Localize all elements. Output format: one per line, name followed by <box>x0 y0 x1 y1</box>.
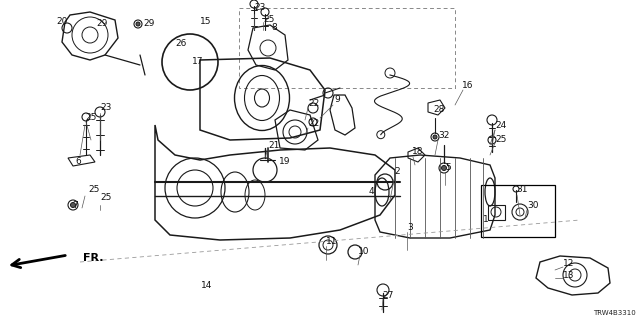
Text: 11: 11 <box>326 236 337 245</box>
Text: 6: 6 <box>75 156 81 165</box>
Text: 25: 25 <box>100 194 111 203</box>
Text: 7: 7 <box>72 201 77 210</box>
Text: TRW4B3310: TRW4B3310 <box>593 310 636 316</box>
Text: 15: 15 <box>200 17 211 26</box>
Text: 25: 25 <box>85 114 97 123</box>
Circle shape <box>433 135 437 139</box>
Text: 25: 25 <box>495 134 506 143</box>
Text: 9: 9 <box>334 95 340 105</box>
Text: 12: 12 <box>563 259 574 268</box>
Text: 16: 16 <box>462 82 474 91</box>
Text: 28: 28 <box>433 106 444 115</box>
Text: 8: 8 <box>271 23 276 33</box>
Text: 25: 25 <box>88 186 99 195</box>
Text: 30: 30 <box>527 201 538 210</box>
Circle shape <box>442 165 447 171</box>
Text: 32: 32 <box>438 131 449 140</box>
Text: 20: 20 <box>56 18 67 27</box>
Text: 4: 4 <box>369 187 374 196</box>
Text: 24: 24 <box>495 121 506 130</box>
Text: 25: 25 <box>263 14 275 23</box>
Text: 10: 10 <box>358 246 369 255</box>
Text: 14: 14 <box>201 282 212 291</box>
Circle shape <box>70 203 76 207</box>
Text: 3: 3 <box>407 223 413 233</box>
Text: 5: 5 <box>445 163 451 172</box>
Text: 26: 26 <box>175 38 186 47</box>
Text: 22: 22 <box>308 99 319 108</box>
Text: 23: 23 <box>100 102 111 111</box>
Text: 31: 31 <box>516 186 527 195</box>
Text: 18: 18 <box>412 148 424 156</box>
Text: 17: 17 <box>192 58 204 67</box>
Text: FR.: FR. <box>83 253 104 263</box>
Text: 19: 19 <box>279 157 291 166</box>
Text: 21: 21 <box>268 140 280 149</box>
Text: 29: 29 <box>143 19 154 28</box>
Bar <box>239 8 455 88</box>
Text: 22: 22 <box>308 118 319 127</box>
Text: 29: 29 <box>96 19 108 28</box>
Circle shape <box>136 22 140 26</box>
Text: 2: 2 <box>394 166 399 175</box>
Bar <box>481 185 555 237</box>
Text: 1: 1 <box>483 215 489 225</box>
Text: 23: 23 <box>254 4 266 12</box>
Text: 13: 13 <box>563 270 575 279</box>
Text: 27: 27 <box>382 291 394 300</box>
